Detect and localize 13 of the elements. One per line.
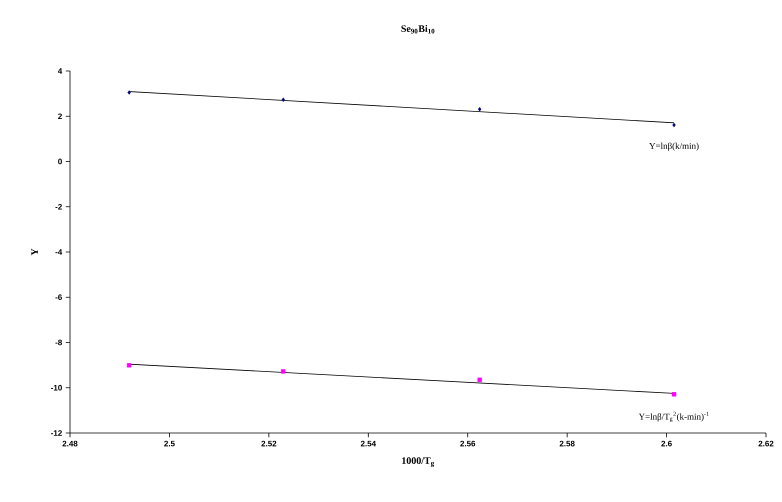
annotation: Y=lnβ/T$_{g}$$^{2}$(k-min)$^{-1}$: [638, 412, 709, 422]
point: [127, 90, 131, 95]
x-axis-title: 1000/T$_{g}$: [402, 457, 434, 467]
point: [672, 122, 676, 128]
y-axis-title: Y: [31, 248, 38, 256]
point: [672, 392, 676, 396]
point: [282, 98, 285, 102]
point: [477, 378, 482, 382]
point: [281, 369, 286, 374]
chart-title: Se$_{90}$Bi$_{10}$: [401, 25, 434, 34]
annotation: Y=lnβ(k/min): [649, 142, 699, 151]
point: [478, 107, 482, 112]
point: [126, 363, 132, 368]
